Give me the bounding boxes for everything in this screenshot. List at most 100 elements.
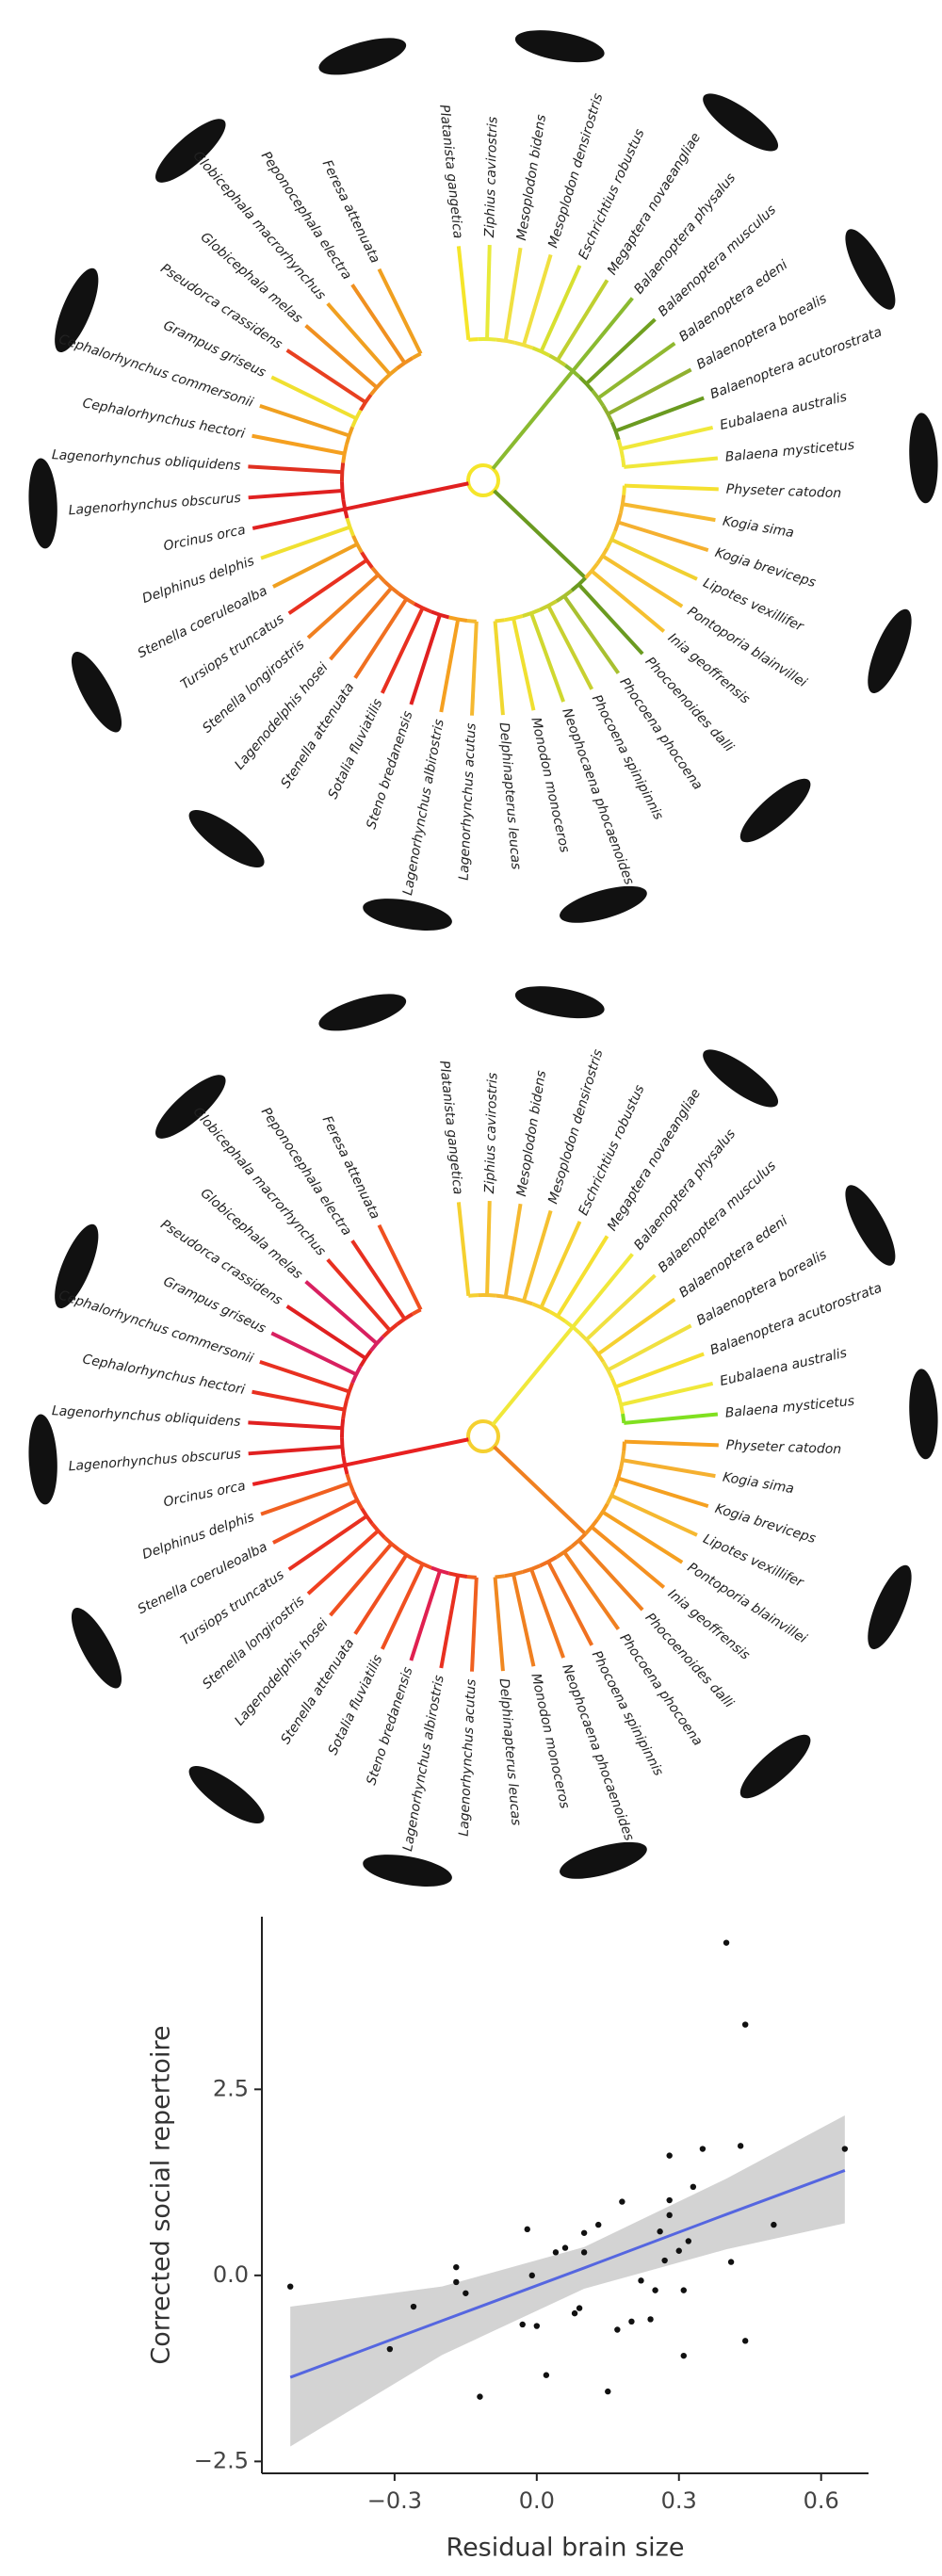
- branch: [491, 369, 575, 470]
- whale-silhouette: [155, 1075, 226, 1139]
- whale-silhouette: [188, 810, 265, 868]
- branch: [304, 1280, 379, 1345]
- whale-silhouette: [71, 652, 122, 733]
- branch: [353, 597, 409, 679]
- branch-arc: [591, 1345, 606, 1363]
- species-label: Lagenorhynchus albirostris: [400, 1674, 447, 1852]
- branch: [456, 246, 471, 341]
- species-label: Cephalorhynchus hectori: [81, 396, 246, 442]
- branch: [252, 1463, 346, 1486]
- branch: [353, 1553, 409, 1635]
- point: [628, 2318, 635, 2325]
- point: [771, 2221, 777, 2228]
- branch: [260, 1481, 351, 1516]
- point: [647, 2316, 654, 2323]
- species-label: Balaena mysticetus: [724, 438, 855, 465]
- point: [543, 2372, 550, 2378]
- branch: [491, 1325, 575, 1426]
- branch-arc: [341, 499, 349, 519]
- point: [453, 2263, 460, 2271]
- phylogeny: Platanista gangetica Ziphius cavirostris M…: [28, 986, 938, 1887]
- species-label: Eubalaena australis: [719, 1346, 849, 1389]
- confidence-band: [290, 2114, 845, 2447]
- species-label: Balaenoptera musculus: [656, 1158, 779, 1275]
- branch: [377, 267, 423, 355]
- species-label: Mesoplodon bidens: [514, 1070, 549, 1198]
- branch-arc: [466, 1575, 477, 1580]
- branch: [529, 1568, 565, 1659]
- point: [561, 2244, 569, 2251]
- species-label: Kogia sima: [722, 1470, 795, 1498]
- species-label: Lagenorhynchus obscurus: [68, 1447, 241, 1474]
- whale-silhouette: [188, 1766, 265, 1824]
- branch-arc: [555, 1545, 574, 1559]
- branch: [270, 1331, 358, 1377]
- branch: [556, 279, 609, 362]
- branch-arc: [478, 337, 497, 342]
- branch: [624, 483, 719, 492]
- branch: [306, 1529, 380, 1596]
- branch-arc: [340, 481, 346, 501]
- point: [638, 2277, 644, 2284]
- branch: [522, 1209, 553, 1302]
- whale-silhouette: [55, 1223, 99, 1309]
- branch-arc: [584, 562, 599, 579]
- species-label: Balaenoptera musculus: [656, 203, 779, 319]
- branch: [562, 1550, 621, 1630]
- species-label: Neophocaena phocaenoides: [559, 1662, 636, 1843]
- y-axis-label: Corrected social repertoire: [147, 2025, 176, 2364]
- species-label: Globicephala melas: [198, 1186, 305, 1283]
- species-label: Megaptera novaeangliae: [605, 130, 704, 278]
- branch: [562, 594, 621, 674]
- point: [727, 2259, 735, 2265]
- species-label: Physeter catodon: [726, 1438, 842, 1458]
- branch: [439, 619, 461, 713]
- point: [453, 2278, 460, 2286]
- branch: [350, 284, 407, 365]
- whale-silhouette: [55, 267, 99, 353]
- point: [571, 2309, 578, 2317]
- branch: [304, 324, 379, 389]
- branch: [529, 612, 565, 703]
- point: [286, 2283, 294, 2290]
- species-label: Lagenodelphis hosei: [232, 660, 331, 772]
- branch-arc: [504, 1570, 524, 1579]
- species-label: Delphinapterus leucas: [496, 721, 524, 869]
- branch: [624, 1412, 719, 1425]
- branch-arc: [448, 615, 468, 624]
- branch: [252, 1389, 346, 1412]
- branch: [409, 614, 442, 705]
- branch: [326, 302, 392, 376]
- branch: [493, 489, 587, 580]
- branch: [248, 1444, 343, 1456]
- branch: [344, 481, 469, 511]
- branch-arc: [563, 364, 581, 379]
- species-label: Lagenorhynchus obliquidens: [51, 1403, 240, 1430]
- branch: [259, 403, 350, 438]
- branch: [585, 317, 657, 385]
- branch: [344, 1437, 469, 1467]
- branch-arc: [359, 393, 373, 412]
- branch: [377, 1223, 423, 1311]
- branch: [522, 253, 553, 346]
- branch-arc: [622, 485, 626, 495]
- branch: [493, 621, 505, 716]
- point: [386, 2345, 394, 2353]
- branch: [272, 1498, 359, 1545]
- whale-silhouette: [868, 608, 912, 693]
- species-label: Kogia sima: [722, 514, 795, 542]
- species-label: Stenella longirostris: [200, 638, 307, 737]
- branch: [585, 1273, 657, 1341]
- branch-arc: [398, 1547, 415, 1562]
- branch: [326, 1258, 392, 1332]
- whale-silhouette: [739, 1734, 811, 1799]
- branch: [409, 1570, 442, 1661]
- branch-arc: [478, 1293, 497, 1298]
- branch-arc: [622, 1441, 626, 1451]
- y-tick-label: 0.0: [213, 2261, 249, 2288]
- branch-arc: [548, 1309, 567, 1323]
- branch-arc: [359, 1349, 373, 1368]
- branch: [485, 245, 492, 340]
- whale-silhouette: [514, 986, 605, 1019]
